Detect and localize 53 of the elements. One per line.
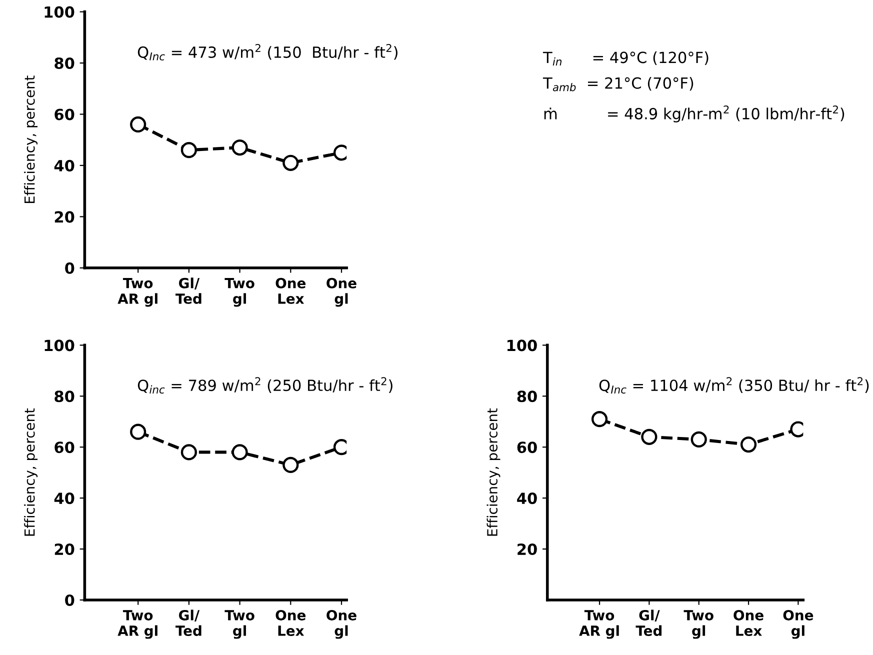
y-tick-label: 80	[54, 57, 74, 70]
y-tick-label: 40	[517, 492, 537, 504]
y-tick-label: 0	[65, 594, 74, 606]
y-tick-label: 100	[507, 340, 537, 352]
y-tick-label: 60	[517, 442, 537, 454]
point	[232, 444, 248, 460]
y-tick-label: 40	[54, 160, 74, 172]
point	[282, 456, 299, 473]
point	[232, 139, 248, 156]
y-tick-label: 60	[54, 442, 74, 454]
annotation: Q$_{inc}$ = 789 w/m$^{2}$ (250 Btu/hr - ft$^{2}$)	[138, 377, 392, 394]
x-tick-label: Two AR gl	[579, 610, 619, 639]
x-tick-label: Gl/ Ted	[176, 278, 202, 304]
x-tick-label: Two gl	[224, 278, 254, 307]
point	[740, 436, 757, 453]
y-axis-title: Efficiency, percent	[486, 408, 500, 536]
y-tick-label: 60	[54, 108, 74, 120]
x-tick-label: Two gl	[224, 610, 254, 639]
text: ṁ = 48.9 kg/hr-m$^{2}$ (10 lbm/hr-ft$^{2}$)	[544, 105, 844, 122]
x-tick-label: One gl	[783, 610, 814, 639]
x-tick-label: One Lex	[276, 610, 306, 636]
text: T$_{in}$ = 49°C (120°F)	[542, 51, 708, 66]
y-tick-label: 0	[65, 262, 74, 274]
point	[180, 142, 197, 158]
x-tick-label: Gl/ Ted	[636, 610, 662, 636]
point	[641, 428, 658, 445]
x-tick-label: One Lex	[276, 278, 306, 304]
y-axis-title: Efficiency, percent	[24, 408, 38, 536]
point	[591, 411, 608, 428]
x-tick-label: One Lex	[734, 610, 764, 636]
y-tick-label: 40	[54, 492, 74, 504]
point	[130, 424, 146, 440]
x-tick-label: Gl/ Ted	[176, 610, 202, 636]
y-tick-label: 100	[44, 340, 74, 352]
y-tick-label: 80	[54, 390, 74, 402]
x-tick-label: Two AR gl	[118, 278, 158, 307]
point	[282, 154, 299, 171]
annotation: Q$_{Inc}$ = 473 w/m$^{2}$ (150 Btu/hr - ft$^{2}$)	[138, 44, 398, 60]
point	[130, 116, 146, 133]
y-tick-label: 80	[517, 390, 537, 402]
y-tick-label: 20	[54, 543, 74, 556]
y-axis-title: Efficiency, percent	[24, 76, 38, 204]
x-tick-label: One gl	[326, 610, 356, 639]
y-tick-label: 20	[518, 543, 537, 556]
point	[690, 431, 707, 448]
y-tick-label: 100	[44, 6, 74, 18]
point	[180, 444, 197, 460]
x-tick-label: Two gl	[684, 610, 714, 639]
x-tick-label: One gl	[326, 278, 356, 307]
y-tick-label: 20	[54, 211, 74, 223]
x-tick-label: Two AR gl	[118, 610, 158, 639]
text: T$_{amb}$ = 21°C (70°F)	[542, 77, 694, 92]
annotation: Q$_{Inc}$ = 1104 w/m$^{2}$ (350 Btu/ hr - ft$^{2}$)	[599, 377, 869, 394]
